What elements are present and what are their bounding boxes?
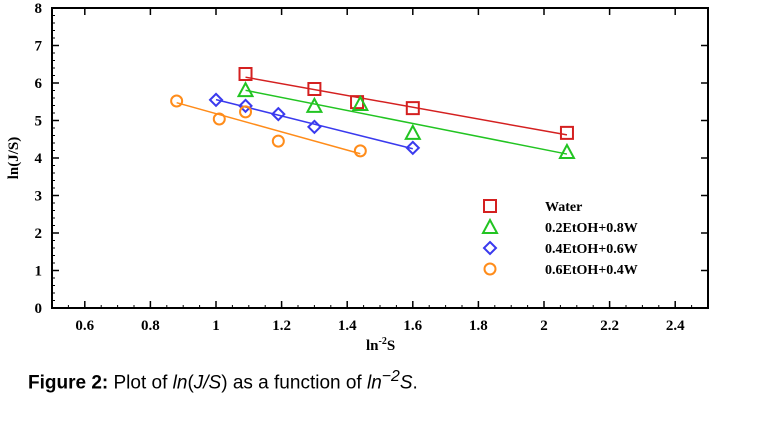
x-tick-label: 2.2 [600, 318, 619, 334]
x-tick-label: 2.4 [666, 318, 685, 334]
y-tick-label: 2 [35, 226, 43, 242]
x-tick-label: 1.8 [469, 318, 488, 334]
triangle-marker [558, 142, 576, 159]
y-tick-label: 5 [35, 114, 43, 130]
x-tick-label: 0.6 [75, 318, 94, 334]
diamond-marker [208, 92, 224, 108]
x-tick-label: 1.2 [272, 318, 291, 334]
triangle-marker [351, 94, 369, 111]
y-tick-label: 0 [35, 301, 43, 317]
triangle-marker [305, 96, 324, 113]
triangle-marker [236, 81, 255, 98]
diamond-marker [482, 240, 498, 256]
legend-label: 0.6EtOH+0.4W [545, 263, 638, 278]
plot-area [170, 67, 576, 159]
legend: Water 0.2EtOH+0.8W 0.4EtOH+0.6W 0.6EtOH+0.4… [481, 199, 638, 278]
triangle-marker [404, 123, 422, 140]
square-marker [405, 101, 420, 116]
diamond-marker [405, 140, 421, 156]
circle-marker [353, 144, 367, 158]
fit-line [176, 101, 361, 155]
square-marker [307, 82, 322, 96]
fit-line [245, 89, 568, 155]
diamond-marker [238, 98, 253, 114]
triangle-marker [481, 217, 499, 234]
x-axis-label: ln-2S [366, 336, 395, 354]
x-tick-label: 1.6 [403, 318, 422, 334]
y-tick-label: 8 [35, 1, 43, 17]
circle-marker [239, 105, 253, 119]
square-marker [483, 199, 497, 213]
y-axis-label: ln(J/S) [6, 137, 22, 180]
square-marker [559, 125, 574, 140]
axes: 0.6 0.8 1 1.2 1.4 1.6 1.8 2 2.2 2.4 0 1 2 3 4 5 6 7 8 [35, 1, 709, 334]
legend-label: 0.2EtOH+0.8W [545, 221, 638, 236]
y-tick-label: 7 [35, 39, 43, 55]
figure-caption: Figure 2: Plot of ln(J/S) as a function … [28, 368, 418, 394]
x-tick-label: 1 [212, 318, 220, 334]
y-tick-label: 4 [35, 151, 43, 167]
circle-marker [483, 262, 497, 276]
circle-marker [170, 94, 184, 108]
square-marker [238, 67, 253, 81]
diamond-marker [270, 106, 286, 122]
x-tick-label: 0.8 [141, 318, 160, 334]
x-tick-label: 2 [540, 318, 548, 334]
legend-label: Water [545, 200, 582, 215]
y-tick-label: 6 [35, 76, 43, 92]
x-tick-label: 1.4 [338, 318, 357, 334]
circle-marker [271, 134, 285, 148]
chart: 0.6 0.8 1 1.2 1.4 1.6 1.8 2 2.2 2.4 0 1 2 3 4 5 6 7 8 Wate… [6, 1, 709, 354]
y-tick-label: 3 [35, 189, 43, 205]
diamond-marker [306, 119, 322, 135]
y-tick-label: 1 [35, 264, 43, 280]
legend-label: 0.4EtOH+0.6W [545, 242, 638, 257]
circle-marker [212, 112, 226, 126]
